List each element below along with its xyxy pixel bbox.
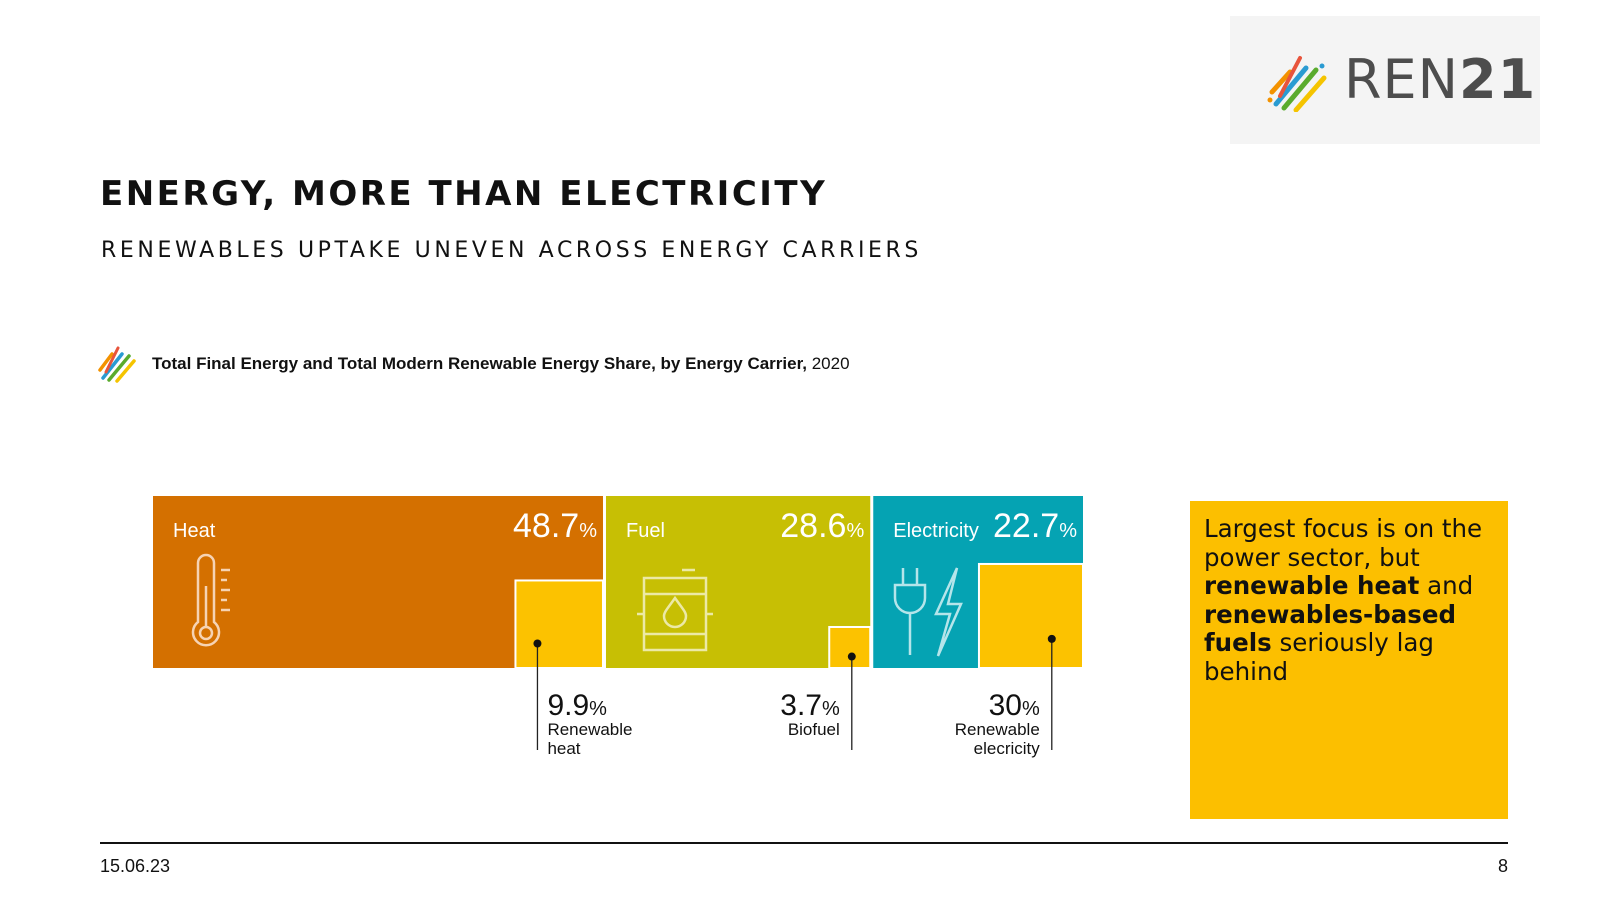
ren21-stripes-icon [1267,56,1327,112]
callout-bold2: renewables-based fuels [1204,599,1457,657]
page-number: 8 [1497,856,1508,876]
renewable-name-fuel: Biofuel [788,720,840,739]
renewable-name-electricity: Renewable [955,720,1040,739]
category-label-heat: Heat [173,520,216,542]
total-value-electricity: 22.7% [993,507,1077,545]
ren21-logo: REN21 [1230,16,1540,144]
footer-rule [100,842,1508,844]
callout-line3: seriously lag behind [1204,628,1434,686]
logo-text-bold: 21 [1459,48,1537,111]
slide-subtitle: RENEWABLES UPTAKE UNEVEN ACROSS ENERGY C… [101,238,922,263]
thermometer-icon [191,553,230,647]
renewable-square-electricity [977,562,1084,669]
renewable-name-heat: Renewable [547,720,632,739]
renewable-name-electricity: elecricity [974,739,1041,758]
figure-title: Total Final Energy and Total Modern Rene… [152,354,850,374]
callout-text: Largest focus is on the power sector, bu… [1204,514,1504,686]
renewable-value-heat: 9.9% [547,689,607,722]
callout-bold1: renewable heat [1204,571,1420,600]
callout-line2: and [1419,571,1474,600]
ren21-wordmark: REN21 [1344,50,1536,110]
category-label-electricity: Electricity [893,520,979,542]
footer-date: 15.06.23 [100,856,171,876]
figure-year: 2020 [811,354,850,373]
renewable-value-electricity: 30% [989,689,1040,722]
leader-dot-fuel [847,652,856,661]
bar-fuel [605,496,871,668]
slide-title: ENERGY, MORE THAN ELECTRICITY [100,174,828,214]
leader-dot-electricity [1047,634,1056,643]
oil-barrel-icon [637,568,713,652]
callout-box: Largest focus is on the power sector, bu… [1190,501,1508,819]
leader-dot-heat [533,639,542,648]
renewable-square-fuel [828,625,872,670]
callout-line1: Largest focus is on the power sector, bu… [1204,514,1483,572]
category-label-fuel: Fuel [626,520,665,542]
logo-text-light: REN [1344,48,1460,111]
figure-stripes-icon [98,346,136,383]
figure-title-bold: Total Final Energy and Total Modern Rene… [152,354,807,373]
renewable-value-fuel: 3.7% [780,689,840,722]
plug-lightning-icon [893,567,963,657]
renewable-name-heat: heat [547,739,580,758]
renewable-square-heat [514,579,604,670]
